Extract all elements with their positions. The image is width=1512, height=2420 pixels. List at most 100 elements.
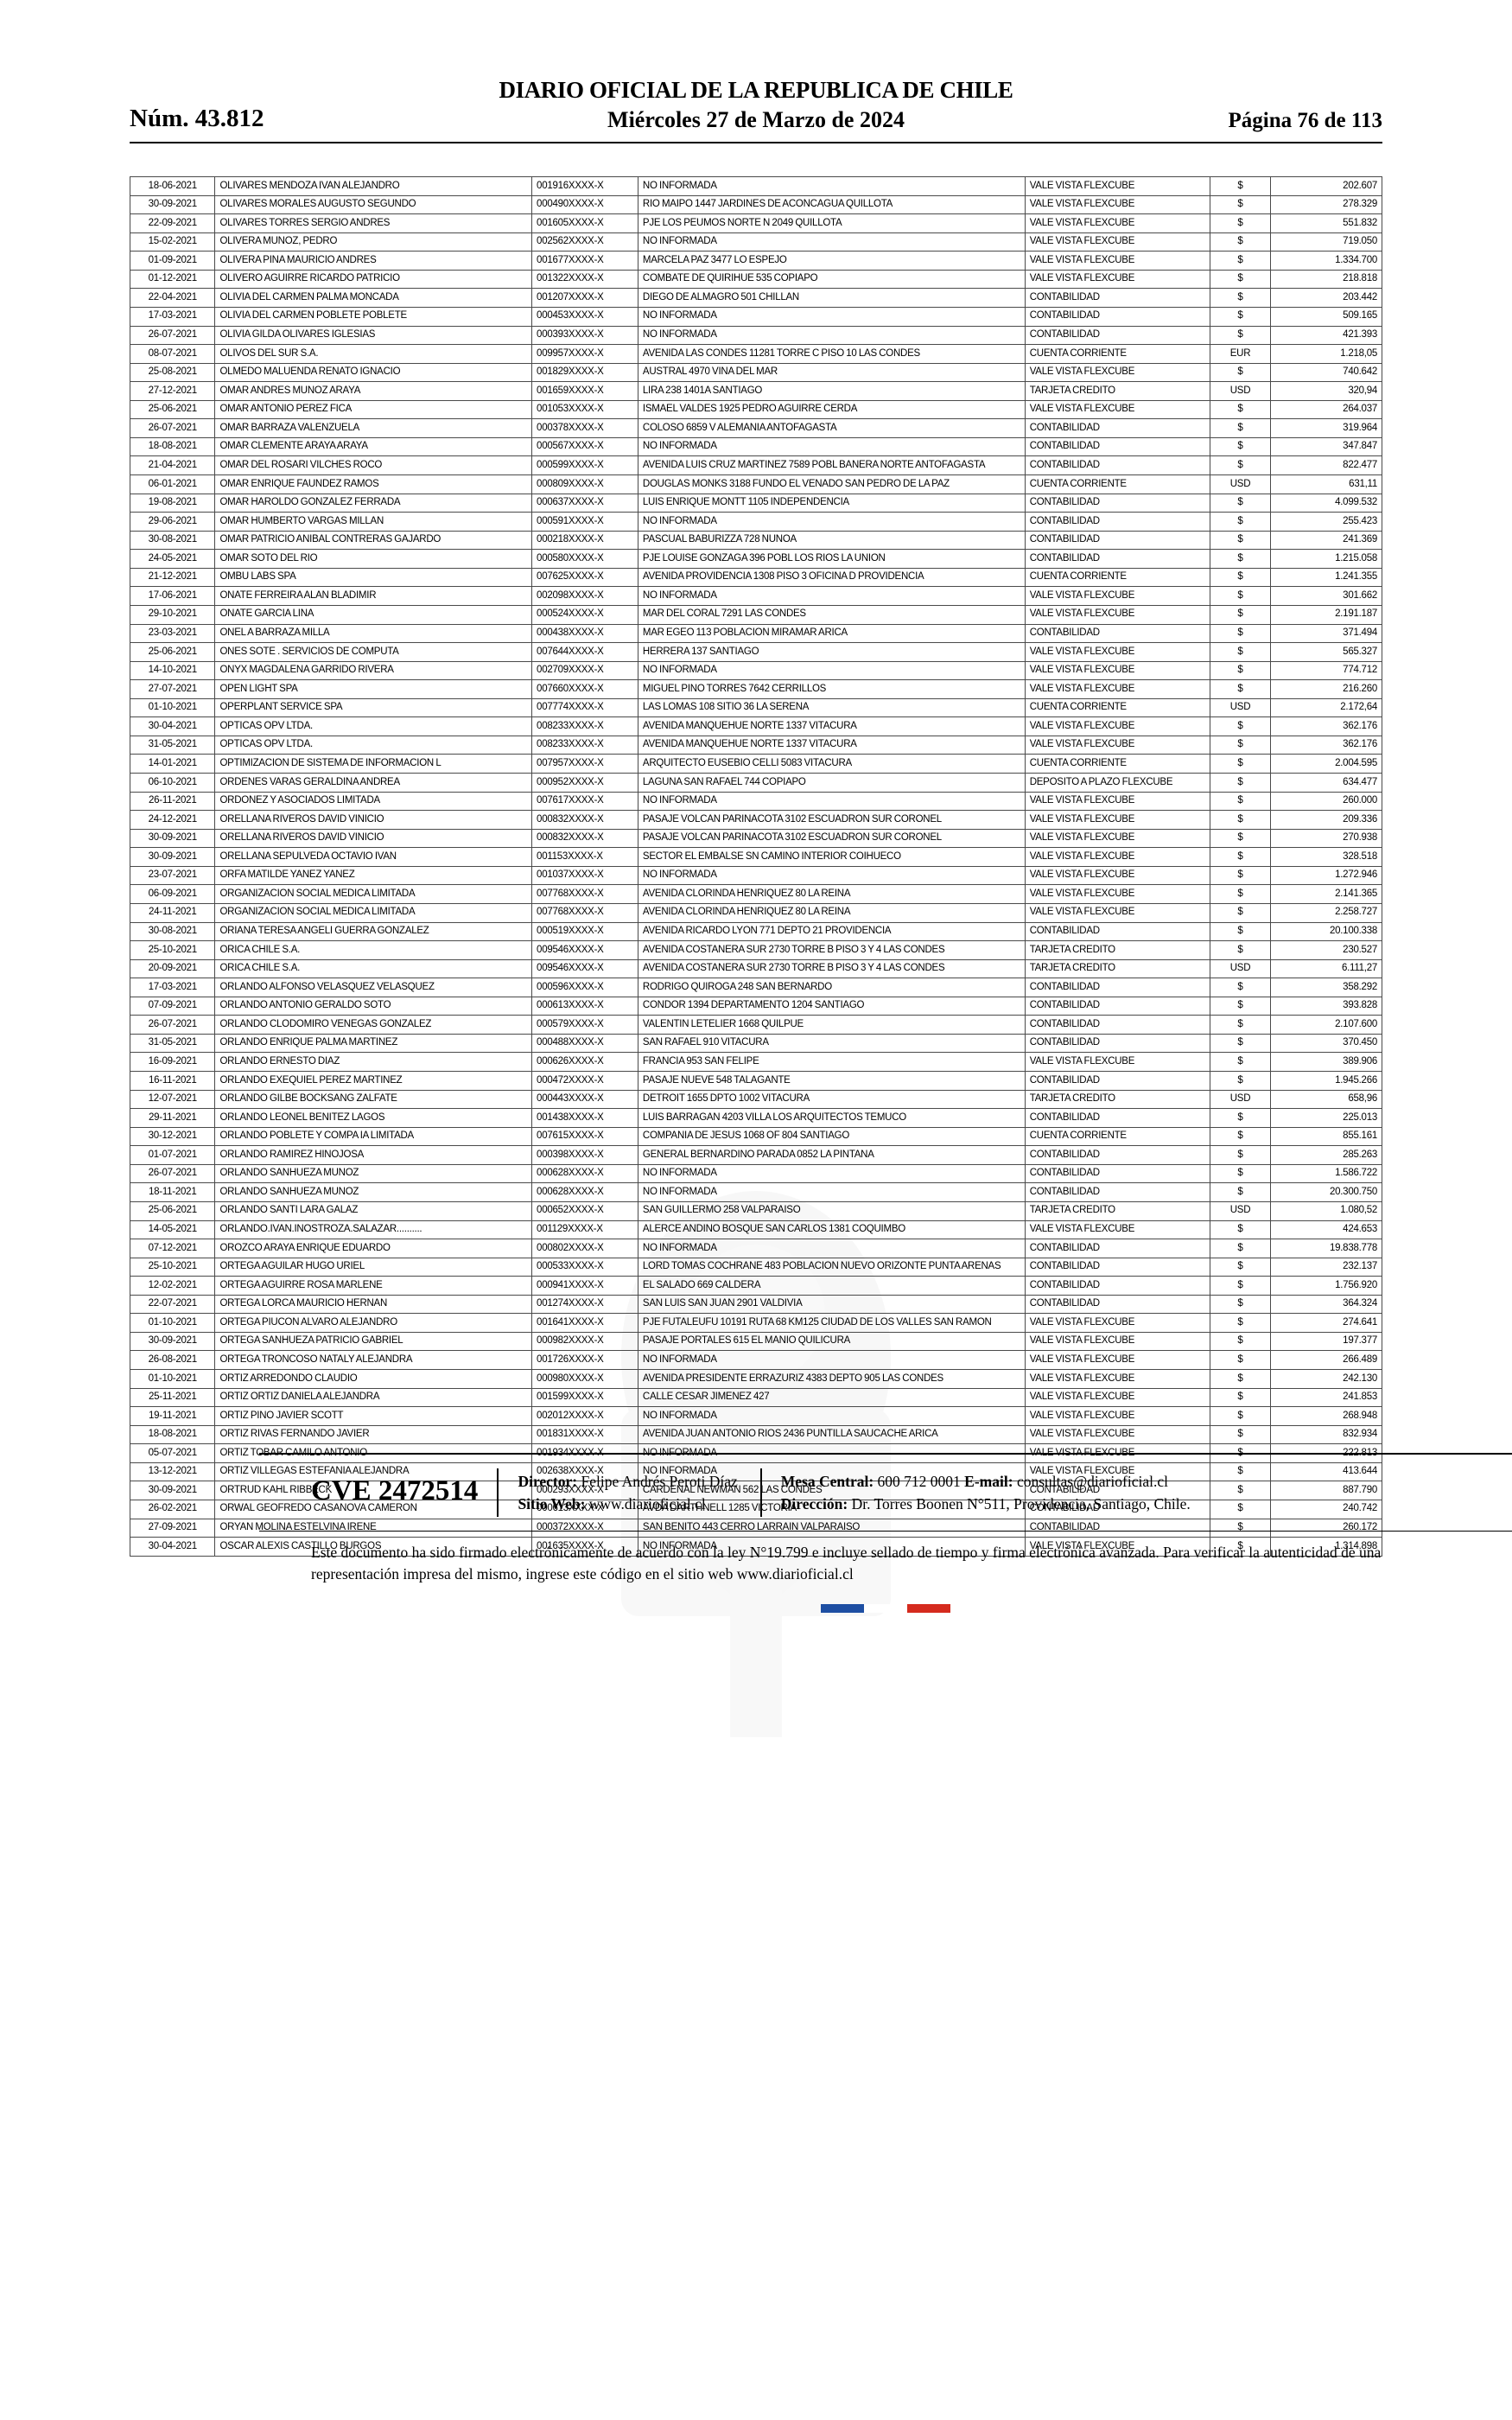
publication-title: DIARIO OFICIAL DE LA REPUBLICA DE CHILE — [499, 77, 1013, 103]
cell-rut: 001659XXXX-X — [531, 381, 638, 401]
table-row: 18-08-2021 ORTIZ RIVAS FERNANDO JAVIER 001… — [129, 1424, 1382, 1445]
table-row: 29-11-2021 ORLANDO LEONEL BENITEZ LAGOS 00… — [129, 1108, 1382, 1128]
cell-monto: 822.477 — [1270, 455, 1382, 475]
cell-moneda: $ — [1209, 269, 1272, 290]
cell-moneda: $ — [1209, 306, 1272, 327]
cell-direccion: FRANCIA 953 SAN FELIPE — [637, 1052, 1026, 1072]
cell-direccion: NO INFORMADA — [637, 660, 1026, 681]
cell-monto: 20.300.750 — [1270, 1182, 1382, 1202]
cell-nombre: ORTEGA AGUILAR HUGO URIEL — [214, 1257, 533, 1277]
cell-fecha: 18-06-2021 — [129, 176, 216, 196]
cell-moneda: $ — [1209, 1499, 1272, 1519]
cell-producto: CONTABILIDAD — [1024, 1071, 1210, 1091]
cell-moneda: $ — [1209, 623, 1272, 644]
table-row: 01-10-2021 ORTIZ ARREDONDO CLAUDIO 000980X… — [129, 1369, 1382, 1389]
cell-nombre: ORTRUD KAHL RIBBECK — [214, 1481, 533, 1500]
cell-direccion: AVENIDA LAS CONDES 11281 TORRE C PISO 10… — [637, 344, 1026, 364]
cell-nombre: OPTIMIZACION DE SISTEMA DE INFORMACION L — [214, 754, 533, 774]
cell-moneda: $ — [1209, 1239, 1272, 1258]
cell-monto: 241.369 — [1270, 530, 1382, 551]
cell-producto: VALE VISTA FLEXCUBE — [1024, 847, 1210, 867]
cell-nombre: OMAR HAROLDO GONZALEZ FERRADA — [214, 493, 533, 513]
cell-fecha: 12-02-2021 — [129, 1276, 216, 1296]
cell-fecha: 17-06-2021 — [129, 586, 216, 606]
cell-moneda: USD — [1209, 958, 1272, 979]
cell-fecha: 30-09-2021 — [129, 1481, 216, 1500]
cell-moneda: $ — [1209, 1481, 1272, 1500]
cell-direccion: NO INFORMADA — [637, 865, 1026, 886]
cell-nombre: ORLANDO GILBE BOCKSANG ZALFATE — [214, 1089, 533, 1110]
cell-nombre: ONEL A BARRAZA MILLA — [214, 623, 533, 644]
table-row: 15-02-2021 OLIVERA MUNOZ, PEDRO 002562XXXX… — [129, 232, 1382, 252]
cell-rut: 000652XXXX-X — [531, 1200, 638, 1221]
cell-producto: CONTABILIDAD — [1024, 530, 1210, 551]
cell-direccion: PASCUAL BABURIZZA 728 NUNOA — [637, 530, 1026, 551]
cell-producto: CONTABILIDAD — [1024, 1294, 1210, 1315]
cell-nombre: ORLANDO RAMIREZ HINOJOSA — [214, 1145, 533, 1165]
cell-rut: 000599XXXX-X — [531, 455, 638, 475]
cell-nombre: ORTIZ ARREDONDO CLAUDIO — [214, 1369, 533, 1389]
cell-rut: 000809XXXX-X — [531, 474, 638, 494]
table-row: 26-07-2021 OMAR BARRAZA VALENZUELA 000378X… — [129, 418, 1382, 438]
table-row: 22-04-2021 OLIVIA DEL CARMEN PALMA MONCAD… — [129, 288, 1382, 308]
cell-fecha: 25-08-2021 — [129, 362, 216, 383]
cell-direccion: VALENTIN LETELIER 1668 QUILPUE — [637, 1015, 1026, 1035]
cell-fecha: 27-09-2021 — [129, 1518, 216, 1538]
cell-direccion: LUIS ENRIQUE MONTT 1105 INDEPENDENCIA — [637, 493, 1026, 513]
cell-monto: 887.790 — [1270, 1481, 1382, 1500]
cell-moneda: USD — [1209, 1200, 1272, 1221]
cell-producto: CONTABILIDAD — [1024, 1145, 1210, 1165]
cell-moneda: $ — [1209, 791, 1272, 812]
table-row: 23-03-2021 ONEL A BARRAZA MILLA 000438XXXX… — [129, 623, 1382, 644]
masthead: Núm. 43.812 DIARIO OFICIAL DE LA REPUBLI… — [130, 0, 1382, 154]
cell-moneda: $ — [1209, 1424, 1272, 1445]
cell-fecha: 22-04-2021 — [129, 288, 216, 308]
cell-producto: VALE VISTA FLEXCUBE — [1024, 1331, 1210, 1352]
cell-producto: VALE VISTA FLEXCUBE — [1024, 810, 1210, 830]
cell-direccion: AVENIDA COSTANERA SUR 2730 TORRE B PISO … — [637, 940, 1026, 960]
cell-producto: CONTABILIDAD — [1024, 921, 1210, 942]
cell-fecha: 31-05-2021 — [129, 735, 216, 755]
cell-moneda: $ — [1209, 1331, 1272, 1352]
table-row: 18-06-2021 OLIVARES MENDOZA IVAN ALEJANDR… — [129, 176, 1382, 196]
cell-nombre: OLIVARES MORALES AUGUSTO SEGUNDO — [214, 194, 533, 215]
cell-fecha: 16-09-2021 — [129, 1052, 216, 1072]
cell-rut: 000453XXXX-X — [531, 306, 638, 327]
cell-monto: 2.258.727 — [1270, 902, 1382, 923]
cell-monto: 855.161 — [1270, 1126, 1382, 1147]
table-row: 26-07-2021 ORLANDO CLODOMIRO VENEGAS GONZ… — [129, 1015, 1382, 1035]
email-link[interactable]: consultas@diarioficial.cl — [1016, 1472, 1168, 1490]
cell-monto: 393.828 — [1270, 996, 1382, 1016]
cell-moneda: $ — [1209, 1406, 1272, 1426]
cell-rut: 000580XXXX-X — [531, 549, 638, 569]
cell-monto: 232.137 — [1270, 1257, 1382, 1277]
footer-contact-block: Mesa Central: 600 712 0001 E-mail: consu… — [759, 1468, 1191, 1518]
cell-monto: 1.241.355 — [1270, 567, 1382, 588]
cell-monto: 260.000 — [1270, 791, 1382, 812]
cell-direccion: SECTOR EL EMBALSE SN CAMINO INTERIOR COI… — [637, 847, 1026, 867]
table-row: 25-10-2021 ORICA CHILE S.A. 009546XXXX-X AV… — [129, 940, 1382, 960]
cell-fecha: 27-12-2021 — [129, 381, 216, 401]
site-url-link[interactable]: www.diarioficial.cl — [588, 1494, 706, 1512]
table-row: 21-12-2021 OMBU LABS SPA 007625XXXX-X AVENI… — [129, 567, 1382, 588]
cell-monto: 264.037 — [1270, 399, 1382, 420]
cell-producto: VALE VISTA FLEXCUBE — [1024, 865, 1210, 886]
director-name: Felipe Andrés Peroti Díaz — [581, 1472, 738, 1490]
cell-nombre: ORLANDO ANTONIO GERALDO SOTO — [214, 996, 533, 1016]
cell-rut: 007774XXXX-X — [531, 697, 638, 718]
cell-direccion: CARDENAL NEWMAN 562 LAS CONDES — [637, 1481, 1026, 1500]
site-label: Sitio Web: — [518, 1494, 586, 1512]
cell-producto: VALE VISTA FLEXCUBE — [1024, 269, 1210, 290]
cell-rut: 000524XXXX-X — [531, 604, 638, 625]
cell-monto: 551.832 — [1270, 213, 1382, 233]
email-label: E-mail: — [964, 1472, 1013, 1490]
cell-moneda: $ — [1209, 549, 1272, 569]
cell-producto: CONTABILIDAD — [1024, 306, 1210, 327]
cell-direccion: AVENIDA LUIS CRUZ MARTINEZ 7589 POBL BAN… — [637, 455, 1026, 475]
table-row: 26-07-2021 ORLANDO SANHUEZA MUNOZ 000628XX… — [129, 1163, 1382, 1184]
cell-rut: 000490XXXX-X — [531, 194, 638, 215]
cell-nombre: ORLANDO LEONEL BENITEZ LAGOS — [214, 1108, 533, 1128]
cell-moneda: $ — [1209, 586, 1272, 606]
cell-producto: CONTABILIDAD — [1024, 1015, 1210, 1035]
footer-director-line: Director: Felipe Andrés Peroti Díaz — [518, 1470, 737, 1493]
